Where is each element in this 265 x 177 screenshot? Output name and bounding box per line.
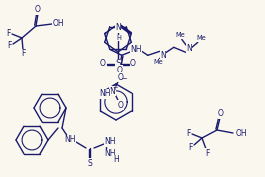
Text: N: N xyxy=(186,44,192,53)
Text: +: + xyxy=(113,85,118,91)
Text: N: N xyxy=(160,51,166,60)
Text: O: O xyxy=(100,59,106,68)
Text: NH: NH xyxy=(130,45,142,54)
Text: F: F xyxy=(205,149,209,158)
Text: O: O xyxy=(117,101,123,110)
Text: −: − xyxy=(122,76,127,82)
Text: NH: NH xyxy=(104,138,116,147)
Text: F: F xyxy=(188,142,192,152)
Text: F: F xyxy=(7,41,11,50)
Text: NH: NH xyxy=(99,90,111,98)
Text: O: O xyxy=(117,73,123,81)
Text: O: O xyxy=(218,110,224,118)
Text: N: N xyxy=(115,24,121,33)
Text: N: N xyxy=(109,87,115,96)
Text: S: S xyxy=(88,158,92,167)
Text: Me: Me xyxy=(175,32,185,38)
Text: S: S xyxy=(115,59,121,68)
Text: NH: NH xyxy=(64,136,76,144)
Text: F: F xyxy=(6,30,10,39)
Text: Me: Me xyxy=(153,59,163,65)
Text: NH: NH xyxy=(104,150,116,158)
Text: F: F xyxy=(186,130,190,138)
Text: O: O xyxy=(130,59,136,68)
Text: Me: Me xyxy=(196,35,206,41)
Text: O: O xyxy=(35,5,41,15)
Text: O: O xyxy=(117,66,123,75)
Text: F: F xyxy=(21,50,25,59)
Text: OH: OH xyxy=(235,129,247,138)
Text: H: H xyxy=(117,35,121,41)
Text: H: H xyxy=(113,156,119,164)
Text: OH: OH xyxy=(52,19,64,28)
